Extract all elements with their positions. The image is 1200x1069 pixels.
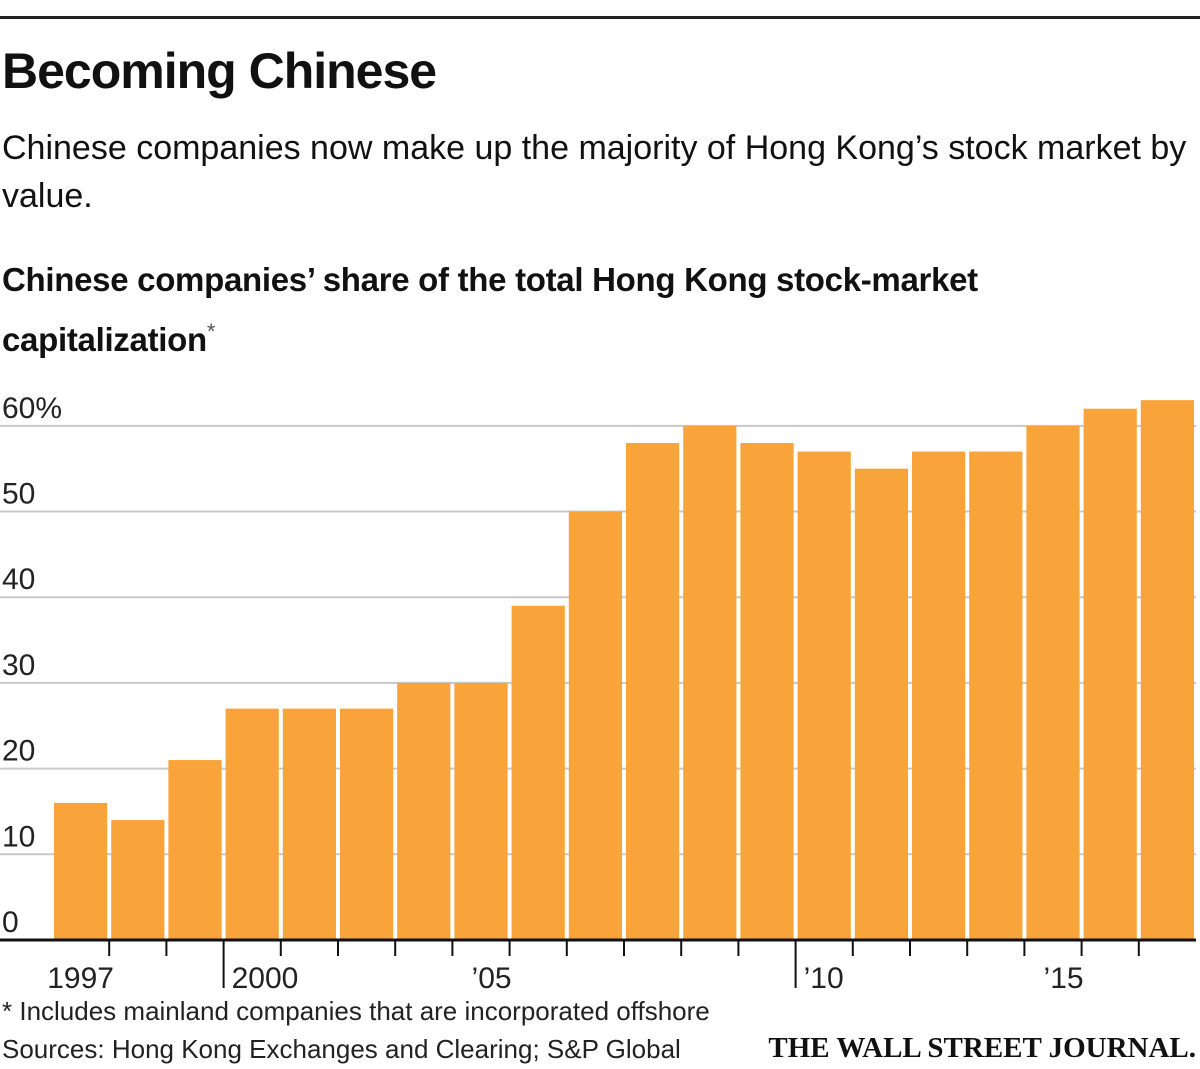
- chart-title-text: Chinese companies’ share of the total Ho…: [2, 261, 978, 358]
- bar: [969, 451, 1023, 940]
- bar: [568, 511, 622, 940]
- title: Becoming Chinese: [2, 43, 437, 99]
- bar: [225, 708, 279, 940]
- y-tick-label: 30: [2, 649, 35, 682]
- subtitle: Chinese companies now make up the majori…: [2, 129, 1187, 215]
- credit: THE WALL STREET JOURNAL.: [768, 1032, 1196, 1064]
- x-tick-label: ’15: [1044, 962, 1084, 995]
- bar: [1140, 400, 1194, 941]
- x-tick-label: ’10: [804, 962, 844, 995]
- footnote: * Includes mainland companies that are i…: [2, 996, 710, 1026]
- top-rule: [0, 16, 1200, 19]
- bar: [1026, 425, 1080, 940]
- source: Sources: Hong Kong Exchanges and Clearin…: [2, 1034, 681, 1064]
- bar: [282, 708, 336, 940]
- y-tick-label: 20: [2, 735, 35, 768]
- x-tick-label: 2000: [232, 962, 299, 995]
- bar: [797, 451, 851, 940]
- y-tick-label: 10: [2, 820, 35, 853]
- y-tick-label: 50: [2, 478, 35, 511]
- bar: [340, 708, 394, 940]
- x-tick-label: ’05: [472, 962, 512, 995]
- bar: [397, 682, 451, 940]
- bar: [111, 820, 165, 940]
- bar: [168, 760, 222, 940]
- chart-title: Chinese companies’ share of the total Ho…: [2, 254, 1172, 366]
- bar: [854, 468, 908, 940]
- y-tick-label: 40: [2, 563, 35, 596]
- bar: [626, 442, 680, 940]
- bar: [54, 802, 108, 940]
- y-tick-label: 0: [2, 906, 19, 939]
- bar: [740, 442, 794, 940]
- y-tick-label: 60%: [2, 392, 62, 425]
- bar: [683, 425, 737, 940]
- bar: [1083, 408, 1137, 940]
- bar: [454, 682, 508, 940]
- x-tick-label: 1997: [47, 962, 114, 995]
- bar: [912, 451, 966, 940]
- footnote-marker: *: [206, 319, 216, 344]
- bar: [511, 605, 565, 940]
